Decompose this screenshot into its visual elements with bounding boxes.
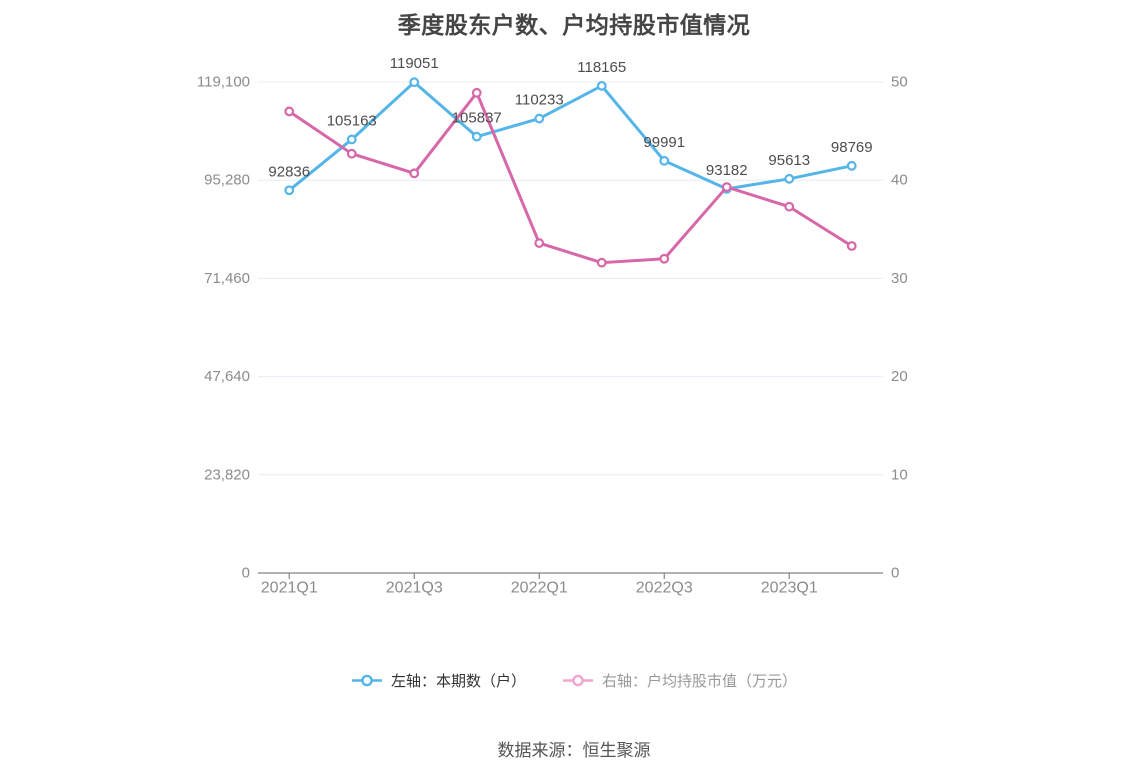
series-line [287,91,854,265]
left-axis-tick-label: 23,820 [204,466,250,483]
chart-title: 季度股东户数、户均持股市值情况 [397,12,751,38]
data-point-marker [471,131,482,142]
data-point-label: 99991 [643,134,685,151]
x-axis-tick-label: 2022Q1 [511,579,568,596]
legend-label: 左轴：本期数（户） [390,673,526,690]
legend-line-icon-blue [351,674,382,687]
data-point-label: 98769 [831,139,873,156]
data-point-label: 93182 [706,162,748,179]
data-point-marker [284,185,295,196]
x-axis-tick-label: 2021Q3 [386,579,443,596]
x-axis-tick-label: 2023Q1 [761,579,818,596]
data-point-marker [409,168,420,179]
data-point-marker [346,134,357,145]
data-point-label: 119051 [390,55,439,72]
data-point-label: 105163 [327,112,377,129]
legend-label: 右轴：户均持股市值（万元） [602,673,798,690]
data-point-marker [659,253,670,264]
data-source: 数据来源：恒生聚源 [497,741,651,760]
right-axis-tick-label: 20 [891,368,908,385]
right-axis-tick-label: 30 [891,270,908,287]
right-axis-tick-label: 40 [891,172,908,189]
x-axis-tick-label: 2022Q3 [636,579,693,596]
data-point-marker [846,241,857,251]
series-line [287,80,854,192]
legend: 左轴：本期数（户） 右轴：户均持股市值（万元） [0,670,1148,691]
data-point-marker [534,113,545,124]
left-axis-tick-label: 47,640 [204,368,250,385]
data-point-label: 92836 [268,163,310,180]
left-axis-tick-label: 119,100 [197,74,250,91]
legend-item-left-axis-series[interactable]: 左轴：本期数（户） [351,670,526,691]
data-point-label: 95613 [768,152,810,169]
legend-item-right-axis-series[interactable]: 右轴：户均持股市值（万元） [562,670,797,691]
x-axis-tick-label: 2021Q1 [261,579,318,596]
data-point-marker [346,148,357,159]
legend-line-icon-pink [563,674,593,687]
data-point-marker [471,87,482,98]
data-point-marker [784,173,795,184]
data-point-label: 105837 [452,110,502,127]
data-point-marker [784,201,795,212]
line-chart: 0 0 23,820 10 47,640 20 71,460 30 95,280 40 119,10… [197,55,908,596]
data-point-marker [596,80,607,91]
data-point-marker [721,182,732,192]
data-point-marker [596,257,607,268]
data-point-marker [659,155,670,166]
left-axis-tick-label: 0 [242,565,250,582]
data-point-label: 110233 [515,92,564,109]
right-axis-tick-label: 0 [891,565,899,582]
data-point-marker [534,238,545,248]
data-point-marker [409,77,420,88]
right-axis-tick-label: 10 [891,466,908,483]
left-axis-tick-label: 95,280 [204,172,250,189]
left-axis-tick-label: 71,460 [204,270,250,287]
right-axis-tick-label: 50 [891,74,908,91]
data-point-marker [284,106,295,117]
data-point-marker [846,160,857,171]
data-point-label: 118165 [577,59,626,76]
